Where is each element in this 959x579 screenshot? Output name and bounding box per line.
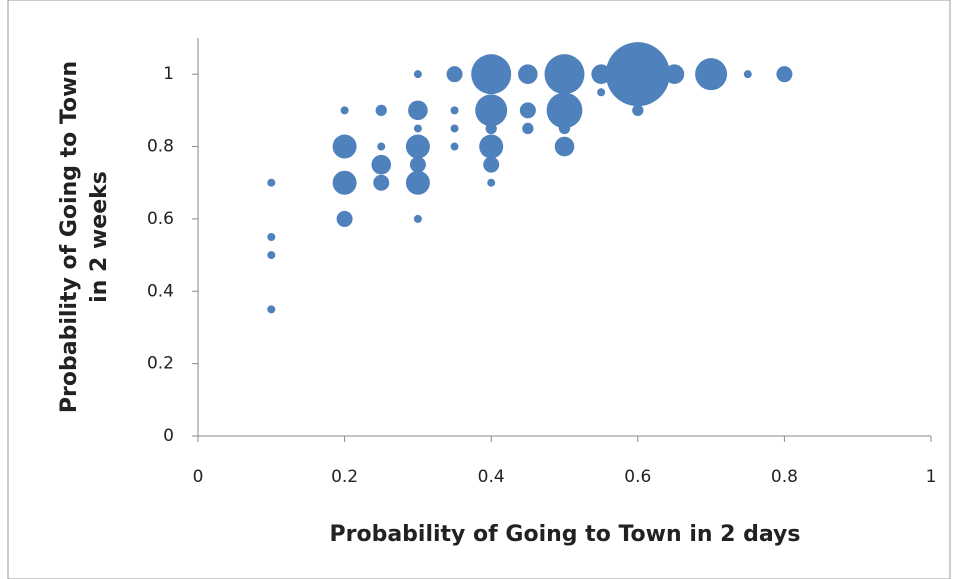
bubble [591, 64, 611, 84]
bubble [519, 102, 536, 119]
bubble [413, 124, 422, 133]
bubble [632, 104, 644, 117]
bubble [522, 122, 534, 135]
bubble [487, 178, 496, 187]
x-tick-label: 0 [193, 467, 204, 487]
bubble [546, 92, 583, 129]
x-tick-label: 0.8 [771, 467, 798, 487]
y-tick-label: 0.6 [147, 209, 174, 229]
bubble [446, 66, 463, 83]
bubble [544, 54, 585, 95]
x-tick-label: 1 [926, 467, 937, 487]
bubble [450, 142, 459, 151]
frame [7, 0, 951, 579]
bubble [405, 170, 430, 195]
bubble [267, 233, 276, 241]
bubble [267, 251, 276, 260]
bubble [267, 305, 276, 314]
bubble [695, 58, 728, 91]
x-tick-label: 0.4 [478, 467, 505, 487]
bubble [373, 174, 390, 191]
y-axis-title: in 2 weeks [87, 171, 112, 303]
bubble [375, 104, 387, 117]
bubble [413, 70, 422, 79]
bubble [554, 136, 575, 157]
bubble [558, 122, 571, 135]
bubble [267, 178, 276, 187]
x-tick-label: 0.6 [624, 467, 651, 487]
bubble [605, 42, 670, 107]
bubble [776, 66, 793, 83]
bubble [405, 134, 430, 159]
y-tick-label: 0.4 [147, 281, 174, 301]
bubble [485, 122, 497, 135]
bubble [450, 124, 459, 133]
x-axis-title: Probability of Going to Town in 2 days [329, 522, 800, 547]
y-tick-label: 1 [163, 64, 174, 84]
y-axis-title: Probability of Going to Town [57, 61, 82, 413]
bubble [743, 70, 752, 79]
bubble [450, 106, 459, 115]
y-tick-label: 0.2 [147, 354, 174, 374]
bubble [597, 88, 606, 97]
bubble [471, 54, 512, 95]
y-tick-label: 0.8 [147, 137, 174, 157]
bubble [664, 64, 685, 84]
bubble [408, 100, 428, 121]
y-tick-label: 0 [163, 426, 174, 446]
bubble [413, 214, 422, 223]
bubble [377, 142, 386, 151]
bubble [475, 94, 508, 127]
bubble [332, 134, 357, 159]
bubble [479, 134, 504, 159]
bubble [518, 64, 538, 84]
bubble [483, 156, 500, 173]
bubble [409, 156, 426, 173]
bubble [371, 154, 392, 175]
x-tick-label: 0.2 [331, 467, 358, 487]
bubble [340, 106, 349, 115]
bubble [336, 210, 353, 227]
bubble [332, 170, 357, 195]
